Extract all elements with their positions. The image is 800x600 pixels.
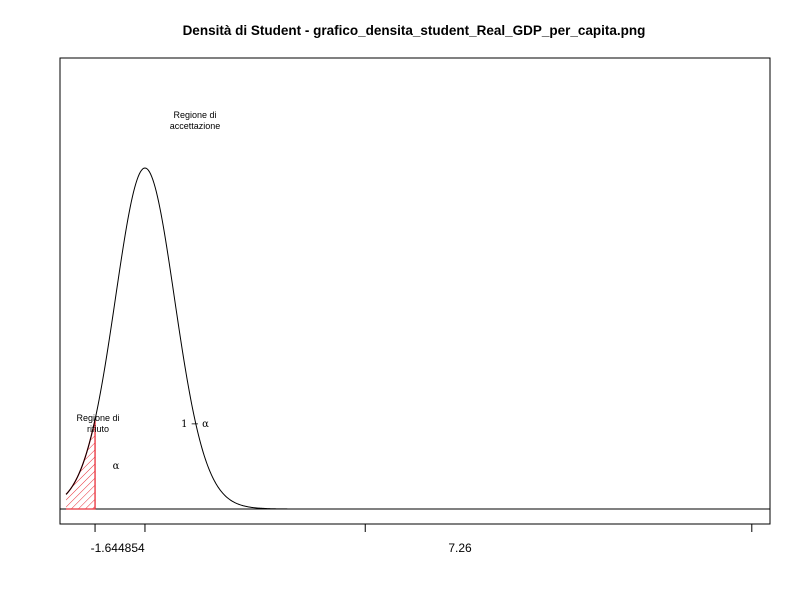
rejection-label-line1: Regione di [76,413,119,423]
plot-frame [59,57,771,525]
acceptance-label-line1: Regione di [173,110,216,120]
one-minus-alpha-label: 1 − α [181,419,209,430]
chart-title: Densità di Student - grafico_densita_stu… [183,23,646,38]
alpha-label: α [113,461,120,472]
x-axis: -1.644854 7.26 [91,523,753,555]
rejection-region-hatch [66,419,96,509]
x-tick-label: 7.26 [448,541,472,555]
density-curve [65,167,752,510]
x-tick-label: -1.644854 [91,541,145,555]
acceptance-label-line2: accettazione [170,121,221,131]
annotation-rejection: Regione di rifiuto [76,413,119,434]
annotation-acceptance: Regione di accettazione [170,110,221,131]
rejection-label-line2: rifiuto [87,424,109,434]
